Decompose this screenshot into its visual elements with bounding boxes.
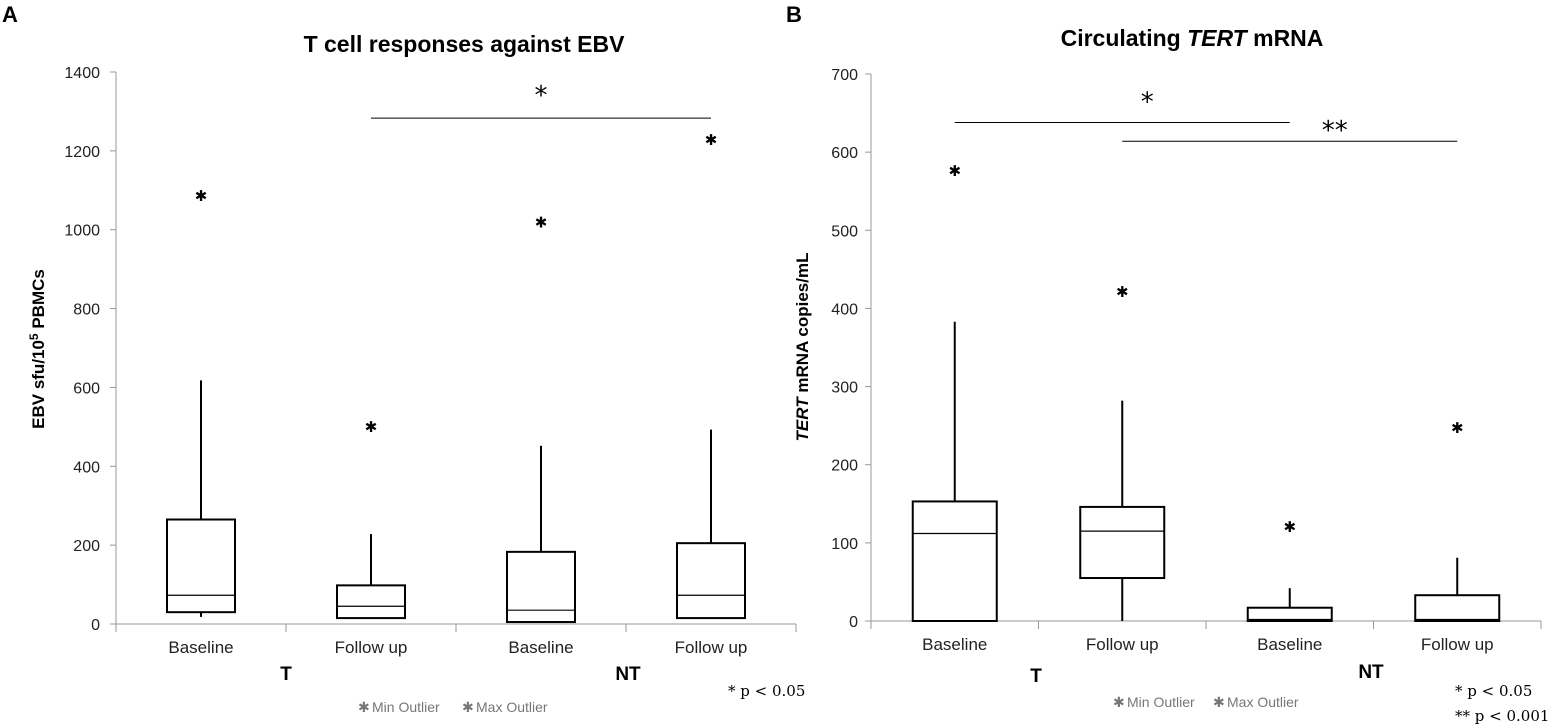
legend-max-marker-a: ✱ — [462, 699, 474, 715]
chart-title-a: T cell responses against EBV — [304, 31, 626, 57]
y-tick-label: 0 — [91, 617, 100, 634]
box-iqr — [1079, 505, 1166, 580]
legend-max-marker-b: ✱ — [1213, 694, 1225, 710]
x-category-label: Follow up — [675, 638, 748, 657]
y-tick-label: 1000 — [64, 223, 100, 240]
y-axis-label-b: TERT mRNA copies/mL — [793, 253, 812, 442]
y-tick-label: 400 — [831, 301, 858, 318]
box-b-0: ✱ — [911, 162, 998, 623]
legend-a: ✱ Min Outlier ✱ Max Outlier — [358, 699, 548, 715]
panel-b: B Circulating TERT mRNA TERT mRNA copies… — [786, 2, 1549, 725]
box-a-1: ✱ — [336, 418, 406, 620]
box-b-1: ✱ — [1079, 283, 1166, 621]
max-outlier-marker: ✱ — [535, 214, 548, 232]
y-tick-label: 700 — [831, 67, 858, 84]
y-axis-label-a: EBV sfu/105 PBMCs — [27, 269, 48, 429]
panel-a: A T cell responses against EBV EBV sfu/1… — [2, 2, 805, 715]
y-tick-label: 800 — [73, 302, 100, 319]
x-category-label: Baseline — [168, 638, 233, 657]
legend-min-marker-a: ✱ — [358, 699, 370, 715]
max-outlier-marker: ✱ — [195, 187, 208, 205]
max-outlier-marker: ✱ — [1283, 518, 1296, 536]
y-tick-label: 0 — [849, 614, 858, 631]
max-outlier-marker: ✱ — [1116, 283, 1129, 301]
y-tick-label: 600 — [73, 380, 100, 397]
box-b-2: ✱ — [1246, 518, 1333, 622]
y-tick-label: 600 — [831, 145, 858, 162]
chart-title-b: Circulating TERT mRNA — [1061, 25, 1324, 51]
box-b-3: ✱ — [1414, 419, 1501, 622]
max-outlier-marker: ✱ — [948, 162, 961, 180]
max-outlier-marker: ✱ — [705, 131, 718, 149]
legend-max-outlier-b: Max Outlier — [1227, 694, 1299, 710]
x-category-label: Baseline — [922, 635, 987, 654]
x-category-label: Follow up — [335, 638, 408, 657]
box-a-3: ✱ — [676, 131, 746, 620]
plot-area-a: 0 200 400 600 800 1000 1200 1400 Baseline Follow … — [64, 65, 797, 657]
pvalue-note-a: * p < 0.05 — [728, 682, 805, 700]
y-tick-label: 100 — [831, 536, 858, 553]
significance-label: * — [535, 81, 548, 111]
group-label-t-a: T — [280, 664, 292, 685]
x-category-label: Follow up — [1086, 635, 1159, 654]
legend-min-marker-b: ✱ — [1113, 694, 1125, 710]
legend-max-outlier-a: Max Outlier — [476, 699, 548, 715]
y-tick-label: 200 — [831, 458, 858, 475]
significance-label: * — [1141, 87, 1154, 117]
y-tick-label: 200 — [73, 538, 100, 555]
panel-label-a: A — [2, 2, 18, 27]
max-outlier-marker: ✱ — [1451, 419, 1464, 437]
legend-min-outlier-b: Min Outlier — [1127, 694, 1195, 710]
box-iqr — [911, 500, 998, 623]
legend-b: ✱ Min Outlier ✱ Max Outlier — [1113, 694, 1299, 710]
box-iqr — [1414, 594, 1501, 622]
group-label-t-b: T — [1030, 666, 1042, 687]
panel-label-b: B — [786, 2, 802, 27]
box-iqr — [166, 518, 236, 614]
y-tick-label: 1400 — [64, 65, 100, 82]
group-label-nt-a: NT — [615, 664, 641, 685]
group-label-nt-b: NT — [1358, 662, 1384, 683]
y-tick-label: 400 — [73, 459, 100, 476]
y-tick-label: 1200 — [64, 144, 100, 161]
box-iqr — [1246, 606, 1333, 622]
legend-min-outlier-a: Min Outlier — [372, 699, 440, 715]
box-a-2: ✱ — [506, 214, 576, 624]
x-category-label: Baseline — [1257, 635, 1322, 654]
pvalue-note-b1: * p < 0.05 — [1455, 682, 1532, 700]
pvalue-note-b2: ** p < 0.001 — [1455, 707, 1549, 725]
y-tick-label: 300 — [831, 380, 858, 397]
x-category-label: Baseline — [508, 638, 573, 657]
x-category-label: Follow up — [1421, 635, 1494, 654]
box-a-0: ✱ — [166, 187, 236, 617]
significance-label: ** — [1322, 116, 1348, 146]
plot-area-b: 0 100 200 300 400 500 600 700 Baseline Follow up B… — [831, 67, 1542, 654]
box-iqr — [506, 550, 576, 624]
max-outlier-marker: ✱ — [365, 418, 378, 436]
y-tick-label: 500 — [831, 223, 858, 240]
box-iqr — [676, 542, 746, 620]
box-iqr — [336, 584, 406, 620]
